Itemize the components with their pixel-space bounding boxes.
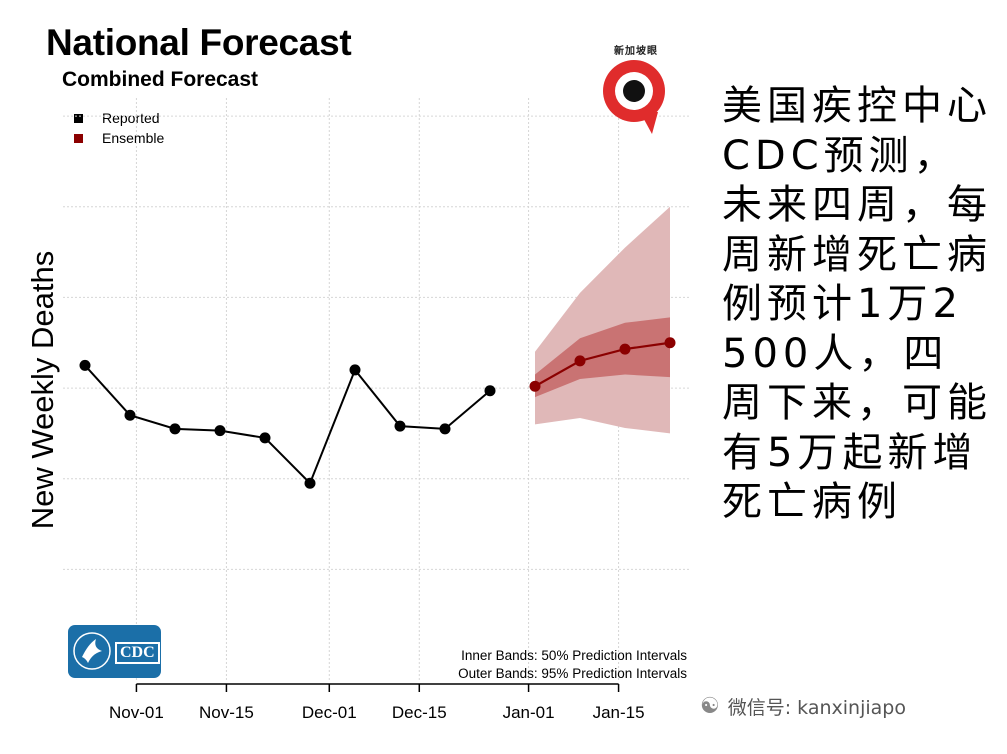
side-annotation-text: 美国疾控中心CDC预测，未来四周，每周新增死亡病例预计1万2500人，四周下来，… — [722, 83, 992, 525]
reported-data-point — [79, 359, 91, 371]
outer-band-note: Outer Bands: 95% Prediction Intervals — [458, 666, 687, 681]
watermark-eye-logo — [603, 60, 665, 122]
chart-legend: Reported Ensemble — [74, 108, 164, 148]
reported-data-point — [349, 364, 361, 376]
reported-data-point — [259, 432, 271, 444]
legend-swatch-ensemble — [74, 133, 83, 143]
wechat-watermark: ☯ 微信号: kanxinjiapo — [700, 693, 906, 720]
eye-icon — [623, 80, 645, 102]
inner-prediction-band — [535, 317, 670, 398]
ensemble-data-point — [664, 337, 676, 349]
reported-data-point — [439, 423, 451, 435]
ensemble-data-point — [619, 343, 631, 355]
reported-series-line — [84, 364, 491, 486]
watermark-eye-ring — [615, 72, 653, 110]
ensemble-series-line — [534, 341, 671, 388]
reported-data-point — [124, 409, 136, 421]
watermark-badge-tail — [640, 112, 658, 134]
cdc-logo: CDC — [68, 625, 161, 678]
x-tick-label: Nov-01 — [109, 703, 164, 722]
reported-data-point — [214, 425, 226, 437]
wechat-icon: ☯ — [700, 694, 720, 719]
x-tick-label: Jan-15 — [593, 703, 645, 722]
chart-title: National Forecast — [46, 22, 352, 63]
reported-data-point — [394, 420, 406, 432]
cdc-logo-text: CDC — [115, 642, 160, 664]
reported-data-point — [169, 423, 181, 435]
hhs-eagle-icon — [73, 632, 111, 670]
legend-label-ensemble: Ensemble — [102, 130, 165, 146]
inner-band-note: Inner Bands: 50% Prediction Intervals — [461, 648, 687, 663]
legend-swatch-reported — [74, 113, 83, 123]
legend-label-reported: Reported — [102, 110, 160, 126]
wechat-id-text: 微信号: kanxinjiapo — [727, 697, 906, 719]
legend-item-reported: Reported — [74, 108, 164, 128]
ensemble-data-point — [574, 355, 586, 367]
watermark-badge-text: 新加坡眼 — [614, 46, 658, 57]
x-tick-label: Jan-01 — [503, 703, 555, 722]
reported-data-point — [304, 477, 316, 489]
x-tick-label: Dec-01 — [302, 703, 357, 722]
x-tick-label: Nov-15 — [199, 703, 254, 722]
reported-data-point — [484, 385, 496, 397]
ensemble-data-point — [529, 380, 541, 392]
x-tick-label: Dec-15 — [392, 703, 447, 722]
legend-item-ensemble: Ensemble — [74, 128, 164, 148]
chart-subtitle: Combined Forecast — [62, 68, 259, 91]
